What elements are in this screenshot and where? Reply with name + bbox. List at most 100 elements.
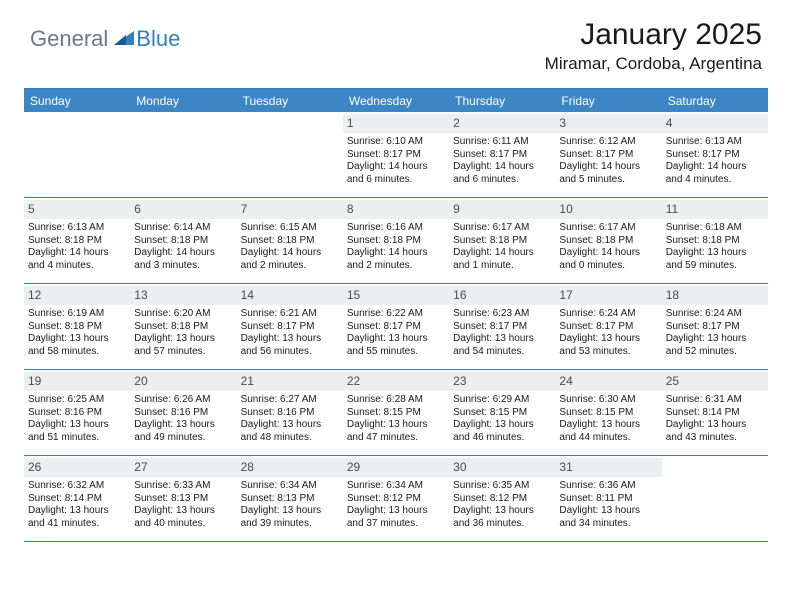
day-number: 18 [662, 286, 768, 305]
calendar-cell: 21Sunrise: 6:27 AMSunset: 8:16 PMDayligh… [237, 370, 343, 456]
day-number: 25 [662, 372, 768, 391]
sunrise-text: Sunrise: 6:22 AM [347, 308, 445, 321]
day-number: 17 [555, 286, 661, 305]
sunset-text: Sunset: 8:18 PM [28, 321, 126, 334]
sunset-text: Sunset: 8:18 PM [134, 321, 232, 334]
sunset-text: Sunset: 8:18 PM [134, 235, 232, 248]
daylight-text: Daylight: 14 hours and 2 minutes. [241, 247, 339, 272]
daylight-text: Daylight: 13 hours and 48 minutes. [241, 419, 339, 444]
daylight-text: Daylight: 13 hours and 34 minutes. [559, 505, 657, 530]
daylight-text: Daylight: 13 hours and 47 minutes. [347, 419, 445, 444]
daylight-text: Daylight: 14 hours and 4 minutes. [666, 161, 764, 186]
calendar-cell: 12Sunrise: 6:19 AMSunset: 8:18 PMDayligh… [24, 284, 130, 370]
sunrise-text: Sunrise: 6:12 AM [559, 136, 657, 149]
title-block: January 2025 Miramar, Cordoba, Argentina [545, 18, 762, 74]
sunrise-text: Sunrise: 6:15 AM [241, 222, 339, 235]
sunrise-text: Sunrise: 6:32 AM [28, 480, 126, 493]
calendar-header-row: SundayMondayTuesdayWednesdayThursdayFrid… [24, 90, 768, 112]
day-number: 9 [449, 200, 555, 219]
sunrise-text: Sunrise: 6:33 AM [134, 480, 232, 493]
sunrise-text: Sunrise: 6:19 AM [28, 308, 126, 321]
calendar-cell: 11Sunrise: 6:18 AMSunset: 8:18 PMDayligh… [662, 198, 768, 284]
sunset-text: Sunset: 8:18 PM [559, 235, 657, 248]
calendar-cell: 5Sunrise: 6:13 AMSunset: 8:18 PMDaylight… [24, 198, 130, 284]
sunrise-text: Sunrise: 6:13 AM [666, 136, 764, 149]
sunset-text: Sunset: 8:17 PM [241, 321, 339, 334]
daylight-text: Daylight: 13 hours and 59 minutes. [666, 247, 764, 272]
sunrise-text: Sunrise: 6:29 AM [453, 394, 551, 407]
day-number: 13 [130, 286, 236, 305]
calendar-cell: 8Sunrise: 6:16 AMSunset: 8:18 PMDaylight… [343, 198, 449, 284]
day-number: 20 [130, 372, 236, 391]
calendar-cell: 4Sunrise: 6:13 AMSunset: 8:17 PMDaylight… [662, 112, 768, 198]
sunrise-text: Sunrise: 6:24 AM [666, 308, 764, 321]
day-number: 5 [24, 200, 130, 219]
daylight-text: Daylight: 13 hours and 54 minutes. [453, 333, 551, 358]
sunset-text: Sunset: 8:18 PM [666, 235, 764, 248]
sunset-text: Sunset: 8:16 PM [134, 407, 232, 420]
day-number: 23 [449, 372, 555, 391]
month-title: January 2025 [545, 18, 762, 52]
sunrise-text: Sunrise: 6:23 AM [453, 308, 551, 321]
sunset-text: Sunset: 8:17 PM [666, 321, 764, 334]
sunrise-text: Sunrise: 6:31 AM [666, 394, 764, 407]
sunset-text: Sunset: 8:14 PM [666, 407, 764, 420]
sunset-text: Sunset: 8:18 PM [241, 235, 339, 248]
logo: General Blue [30, 26, 180, 52]
calendar-cell: 31Sunrise: 6:36 AMSunset: 8:11 PMDayligh… [555, 456, 661, 542]
calendar-cell: 0 [662, 456, 768, 542]
day-number: 12 [24, 286, 130, 305]
sunset-text: Sunset: 8:17 PM [453, 321, 551, 334]
daylight-text: Daylight: 14 hours and 6 minutes. [453, 161, 551, 186]
sunrise-text: Sunrise: 6:10 AM [347, 136, 445, 149]
day-number: 1 [343, 114, 449, 133]
sunrise-text: Sunrise: 6:21 AM [241, 308, 339, 321]
calendar-cell: 17Sunrise: 6:24 AMSunset: 8:17 PMDayligh… [555, 284, 661, 370]
weekday-header: Wednesday [343, 90, 449, 112]
sunset-text: Sunset: 8:17 PM [347, 321, 445, 334]
day-number: 15 [343, 286, 449, 305]
sunrise-text: Sunrise: 6:26 AM [134, 394, 232, 407]
sunrise-text: Sunrise: 6:13 AM [28, 222, 126, 235]
sunrise-text: Sunrise: 6:36 AM [559, 480, 657, 493]
sunrise-text: Sunrise: 6:34 AM [241, 480, 339, 493]
daylight-text: Daylight: 13 hours and 40 minutes. [134, 505, 232, 530]
day-number: 4 [662, 114, 768, 133]
day-number: 11 [662, 200, 768, 219]
sunset-text: Sunset: 8:16 PM [28, 407, 126, 420]
sunrise-text: Sunrise: 6:25 AM [28, 394, 126, 407]
calendar-cell: 0 [24, 112, 130, 198]
daylight-text: Daylight: 13 hours and 57 minutes. [134, 333, 232, 358]
day-number: 21 [237, 372, 343, 391]
logo-text-general: General [30, 26, 108, 52]
sunset-text: Sunset: 8:17 PM [559, 149, 657, 162]
day-number: 7 [237, 200, 343, 219]
sunset-text: Sunset: 8:18 PM [453, 235, 551, 248]
weekday-header: Friday [555, 90, 661, 112]
sunrise-text: Sunrise: 6:17 AM [559, 222, 657, 235]
calendar-cell: 26Sunrise: 6:32 AMSunset: 8:14 PMDayligh… [24, 456, 130, 542]
sunrise-text: Sunrise: 6:35 AM [453, 480, 551, 493]
day-number: 19 [24, 372, 130, 391]
calendar-cell: 10Sunrise: 6:17 AMSunset: 8:18 PMDayligh… [555, 198, 661, 284]
sunset-text: Sunset: 8:17 PM [559, 321, 657, 334]
weekday-header: Monday [130, 90, 236, 112]
calendar-body: 0001Sunrise: 6:10 AMSunset: 8:17 PMDayli… [24, 112, 768, 542]
day-number: 29 [343, 458, 449, 477]
sunrise-text: Sunrise: 6:16 AM [347, 222, 445, 235]
calendar-cell: 27Sunrise: 6:33 AMSunset: 8:13 PMDayligh… [130, 456, 236, 542]
calendar-cell: 2Sunrise: 6:11 AMSunset: 8:17 PMDaylight… [449, 112, 555, 198]
daylight-text: Daylight: 13 hours and 36 minutes. [453, 505, 551, 530]
calendar-cell: 15Sunrise: 6:22 AMSunset: 8:17 PMDayligh… [343, 284, 449, 370]
calendar-cell: 0 [237, 112, 343, 198]
daylight-text: Daylight: 13 hours and 46 minutes. [453, 419, 551, 444]
sunrise-text: Sunrise: 6:14 AM [134, 222, 232, 235]
daylight-text: Daylight: 13 hours and 44 minutes. [559, 419, 657, 444]
sunset-text: Sunset: 8:14 PM [28, 493, 126, 506]
day-number: 3 [555, 114, 661, 133]
sunrise-text: Sunrise: 6:34 AM [347, 480, 445, 493]
calendar-cell: 29Sunrise: 6:34 AMSunset: 8:12 PMDayligh… [343, 456, 449, 542]
sunset-text: Sunset: 8:13 PM [134, 493, 232, 506]
day-number: 22 [343, 372, 449, 391]
sunrise-text: Sunrise: 6:27 AM [241, 394, 339, 407]
